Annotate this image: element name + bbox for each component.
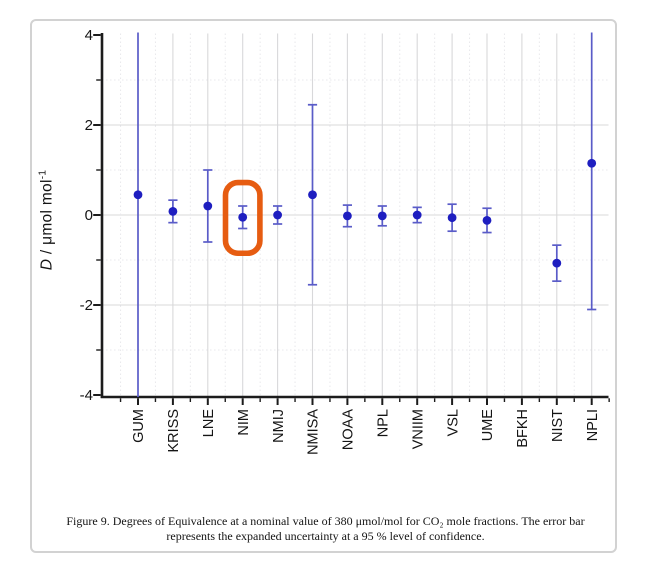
figure-caption-line2: represents the expanded uncertainty at a… <box>166 528 485 543</box>
x-tick-label-NIM: NIM <box>236 409 252 436</box>
x-tick-label-NPL: NPL <box>376 409 392 437</box>
data-point-NOAA <box>343 211 352 221</box>
y-tick-label-0: 0 <box>85 207 93 224</box>
x-tick-label-UME: UME <box>480 409 496 442</box>
data-point-NIM <box>238 212 248 222</box>
x-tick-label-KRISS: KRISS <box>166 409 182 453</box>
figure-border <box>30 19 617 553</box>
x-tick-label-NPLI: NPLI <box>585 409 601 441</box>
x-tick-label-NMIJ: NMIJ <box>271 409 287 443</box>
data-point-VSL <box>447 213 457 223</box>
x-tick-label-NOAA: NOAA <box>341 409 357 450</box>
y-tick-label--4: -4 <box>80 387 93 404</box>
x-tick-label-NMISA: NMISA <box>306 409 322 455</box>
y-axis-title-unit: / μmol mol <box>38 179 56 259</box>
y-tick-label--2: -2 <box>80 297 93 314</box>
data-point-KRISS <box>168 207 178 216</box>
figure-caption-line1: Figure 9. Degrees of Equivalence at a no… <box>66 514 585 528</box>
data-point-NMISA <box>308 190 317 200</box>
x-tick-label-NIST: NIST <box>550 409 566 442</box>
y-axis-title-exponent: -1 <box>37 169 49 180</box>
y-axis-title-symbol: D <box>38 258 56 271</box>
x-tick-label-VSL: VSL <box>445 409 461 436</box>
data-point-NIST <box>552 258 562 268</box>
y-axis-title: D / μmol mol-1 <box>37 170 56 270</box>
y-tick-label-4: 4 <box>85 27 93 44</box>
x-tick-label-GUM: GUM <box>131 409 147 443</box>
y-tick-label-2: 2 <box>85 117 93 134</box>
x-tick-label-VNIIM: VNIIM <box>410 409 426 449</box>
data-point-NPLI <box>587 158 597 168</box>
highlight-box <box>222 179 263 257</box>
data-point-LNE <box>203 201 213 211</box>
data-point-NPL <box>377 211 387 221</box>
data-point-NMIJ <box>273 210 282 220</box>
data-point-GUM <box>133 190 143 200</box>
x-tick-label-BFKH: BFKH <box>515 409 531 448</box>
data-point-VNIIM <box>412 210 422 220</box>
data-point-UME <box>482 216 492 225</box>
figure-caption: Figure 9. Degrees of Equivalence at a no… <box>40 514 611 543</box>
data-series <box>133 32 597 397</box>
x-tick-label-LNE: LNE <box>201 409 217 438</box>
